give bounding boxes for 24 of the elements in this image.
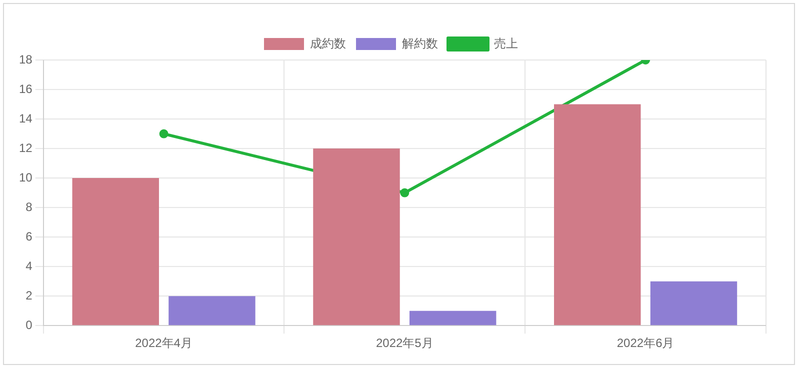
bar bbox=[313, 148, 400, 326]
point bbox=[400, 188, 410, 198]
legend-label: 売上 bbox=[494, 36, 518, 50]
legend-label: 解約数 bbox=[402, 36, 438, 50]
legend-label: 成約数 bbox=[310, 36, 346, 50]
x-tick-label: 2022年6月 bbox=[616, 336, 674, 350]
y-tick-label: 4 bbox=[26, 258, 33, 273]
bar bbox=[168, 296, 256, 326]
x-tick-label: 2022年5月 bbox=[376, 336, 434, 350]
y-tick-label: 6 bbox=[26, 229, 33, 244]
y-tick-label: 16 bbox=[18, 82, 33, 96]
y-tick-label: 10 bbox=[18, 170, 33, 184]
x-tick-label: 2022年4月 bbox=[135, 336, 192, 350]
bar bbox=[72, 178, 159, 326]
y-tick-label: 2 bbox=[26, 288, 33, 302]
point bbox=[159, 129, 168, 138]
bar bbox=[409, 310, 496, 326]
y-tick-label: 12 bbox=[18, 140, 33, 155]
y-tick-label: 14 bbox=[18, 111, 33, 126]
y-tick-label: 0 bbox=[26, 318, 33, 332]
bar bbox=[650, 281, 738, 326]
bar bbox=[554, 104, 641, 326]
y-tick-label: 18 bbox=[18, 52, 33, 66]
y-tick-label: 8 bbox=[26, 200, 33, 214]
